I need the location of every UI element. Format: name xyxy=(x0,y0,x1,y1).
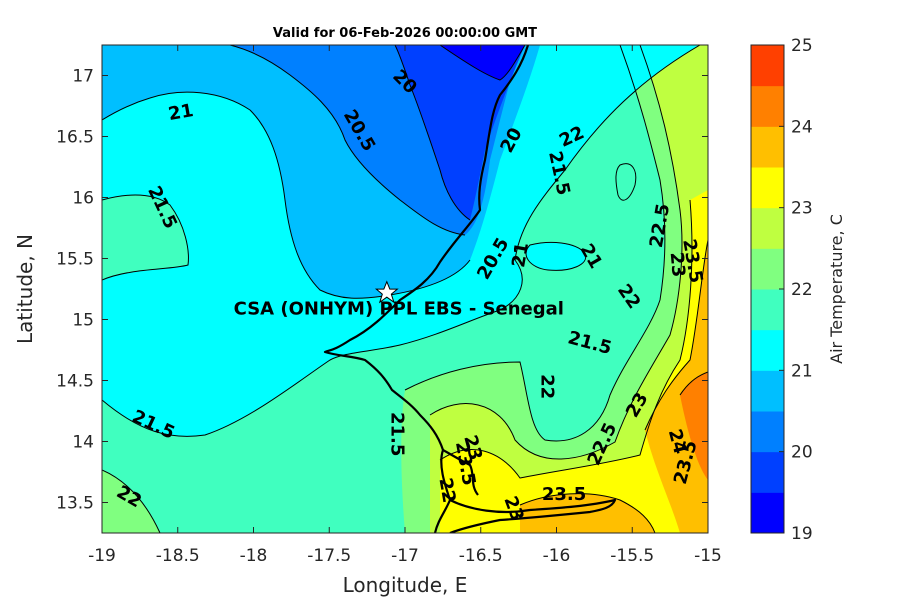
contour-label: 21.5 xyxy=(386,412,407,456)
y-tick-label: 14.5 xyxy=(56,372,94,392)
y-tick-label: 16 xyxy=(72,189,94,209)
colorbar-segment xyxy=(751,329,784,371)
y-axis-label: Latitude, N xyxy=(13,234,37,344)
band-21.5-22-west xyxy=(102,195,189,280)
band-22.5-23 xyxy=(430,45,708,533)
x-tick-label: -16 xyxy=(543,546,571,566)
colorbar-segment xyxy=(751,492,784,534)
x-tick-label: -17 xyxy=(391,546,419,566)
x-tick-label: -18.5 xyxy=(156,546,200,566)
colorbar-tick-label: 22 xyxy=(791,280,813,300)
x-tick-label: -15.5 xyxy=(610,546,654,566)
colorbar-segment xyxy=(751,289,784,331)
y-axis-ticks: 13.5 14 14.5 15 15.5 16 16.5 17 xyxy=(56,67,708,514)
colorbar-segment xyxy=(751,451,784,493)
y-tick-label: 17 xyxy=(72,67,94,87)
band-19.5-20 xyxy=(395,45,525,220)
contour-label: 21 xyxy=(508,241,533,269)
band-22-22.5-sw xyxy=(102,470,160,533)
x-tick-label: -15 xyxy=(694,546,722,566)
y-tick-label: 15 xyxy=(72,311,94,331)
colorbar-tick-label: 23 xyxy=(791,199,813,219)
colorbar-segment xyxy=(751,126,784,168)
y-tick-label: 16.5 xyxy=(56,128,94,148)
y-tick-label: 15.5 xyxy=(56,250,94,270)
isolines xyxy=(102,45,708,533)
contour-label: 22 xyxy=(434,476,459,504)
x-tick-label: -19 xyxy=(88,546,116,566)
colorbar: 19 20 21 22 23 24 25 xyxy=(750,36,813,544)
colorbar-segment xyxy=(751,370,784,412)
colorbar-segment xyxy=(751,411,784,453)
colorbar-segment xyxy=(751,85,784,127)
colorbar-tick-label: 24 xyxy=(791,117,813,137)
coastline xyxy=(323,45,617,533)
colorbar-tick-label: 21 xyxy=(791,361,813,381)
contour-label: 22 xyxy=(536,374,557,399)
colorbar-tick-label: 19 xyxy=(791,524,813,544)
y-tick-label: 13.5 xyxy=(56,494,94,514)
colorbar-segment xyxy=(751,167,784,209)
station-label: CSA (ONHYM) PPL EBS - Senegal xyxy=(234,299,564,320)
band-19-19.5 xyxy=(440,45,525,80)
colorbar-segment xyxy=(751,207,784,249)
colorbar-title: Air Temperature, C xyxy=(827,214,846,364)
station-star-icon[interactable] xyxy=(374,280,399,304)
x-tick-label: -16.5 xyxy=(459,546,503,566)
plot-title: Valid for 06-Feb-2026 00:00:00 GMT xyxy=(273,26,537,41)
contour-label: 21 xyxy=(167,100,195,125)
x-tick-label: -18 xyxy=(240,546,268,566)
colorbar-tick-label: 25 xyxy=(791,36,813,56)
band-23.5-24-east xyxy=(645,240,708,533)
y-tick-label: 14 xyxy=(72,433,94,453)
x-axis-label: Longitude, E xyxy=(343,573,468,597)
colorbar-segment xyxy=(751,248,784,290)
x-axis-ticks: -19 -18.5 -18 -17.5 -17 -16.5 -16 -15.5 -15 xyxy=(88,45,722,566)
band-24-24.5 xyxy=(680,372,708,480)
band-21-21.5-island xyxy=(526,242,586,271)
contour-label: 23.5 xyxy=(542,484,586,505)
contour-label: 23 xyxy=(666,251,689,278)
colorbar-segment xyxy=(751,45,784,87)
x-tick-label: -17.5 xyxy=(307,546,351,566)
colorbar-tick-label: 20 xyxy=(791,443,813,463)
